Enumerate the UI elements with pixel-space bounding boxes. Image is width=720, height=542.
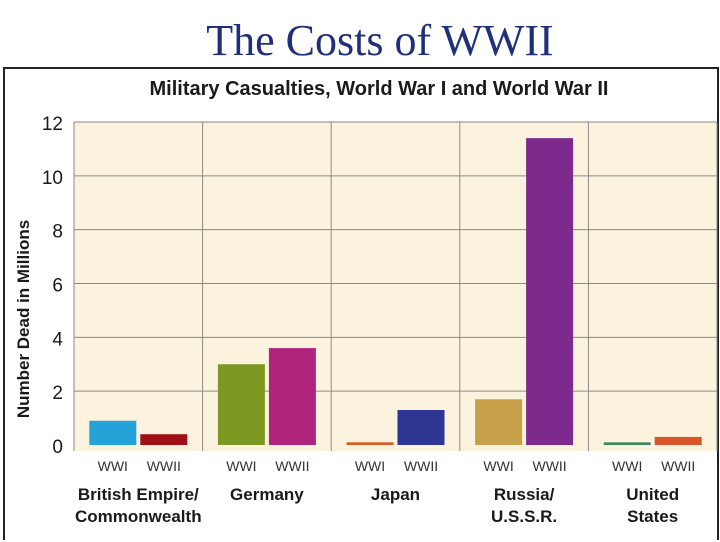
slide-title: The Costs of WWII: [206, 16, 554, 65]
category-label: United: [626, 485, 679, 504]
series-label-wwi: WWI: [226, 458, 256, 474]
bar-wwi: [603, 442, 651, 445]
y-tick-label: 8: [52, 222, 63, 243]
bar-wwii: [140, 434, 188, 445]
series-label-wwii: WWII: [275, 458, 309, 474]
bar-wwii: [268, 348, 316, 445]
bar-chart: Military Casualties, World War I and Wor…: [14, 78, 718, 526]
category-label: Commonwealth: [75, 507, 202, 526]
bar-wwii: [526, 138, 574, 445]
bar-wwi: [475, 399, 523, 445]
bar-wwi: [217, 364, 265, 445]
series-label-wwii: WWII: [147, 458, 181, 474]
category-label: U.S.S.R.: [491, 507, 557, 526]
y-tick-label: 4: [52, 329, 63, 350]
category-label: Germany: [230, 485, 304, 504]
y-tick-label: 10: [42, 168, 63, 189]
series-label-wwi: WWI: [98, 458, 128, 474]
y-tick-label: 12: [42, 114, 63, 135]
category-label: British Empire/: [78, 485, 199, 504]
series-label-wwii: WWII: [404, 458, 438, 474]
y-axis-label: Number Dead in Millions: [14, 220, 33, 418]
series-label-wwi: WWI: [612, 458, 642, 474]
y-tick-label: 2: [52, 383, 63, 404]
category-label: Japan: [371, 485, 420, 504]
category-label: States: [627, 507, 678, 526]
plot-area: [74, 122, 717, 451]
bar-wwii: [654, 436, 702, 445]
series-label-wwii: WWII: [661, 458, 695, 474]
category-label: Russia/: [494, 485, 555, 504]
bar-wwi: [346, 442, 394, 445]
series-label-wwi: WWI: [355, 458, 385, 474]
y-tick-label: 0: [52, 437, 63, 458]
chart-title: Military Casualties, World War I and Wor…: [150, 78, 609, 100]
bar-wwi: [89, 420, 137, 445]
series-label-wwi: WWI: [483, 458, 513, 474]
series-label-wwii: WWII: [532, 458, 566, 474]
bar-wwii: [397, 410, 445, 445]
chart-frame: Military Casualties, World War I and Wor…: [3, 67, 719, 540]
y-tick-label: 6: [52, 276, 63, 297]
